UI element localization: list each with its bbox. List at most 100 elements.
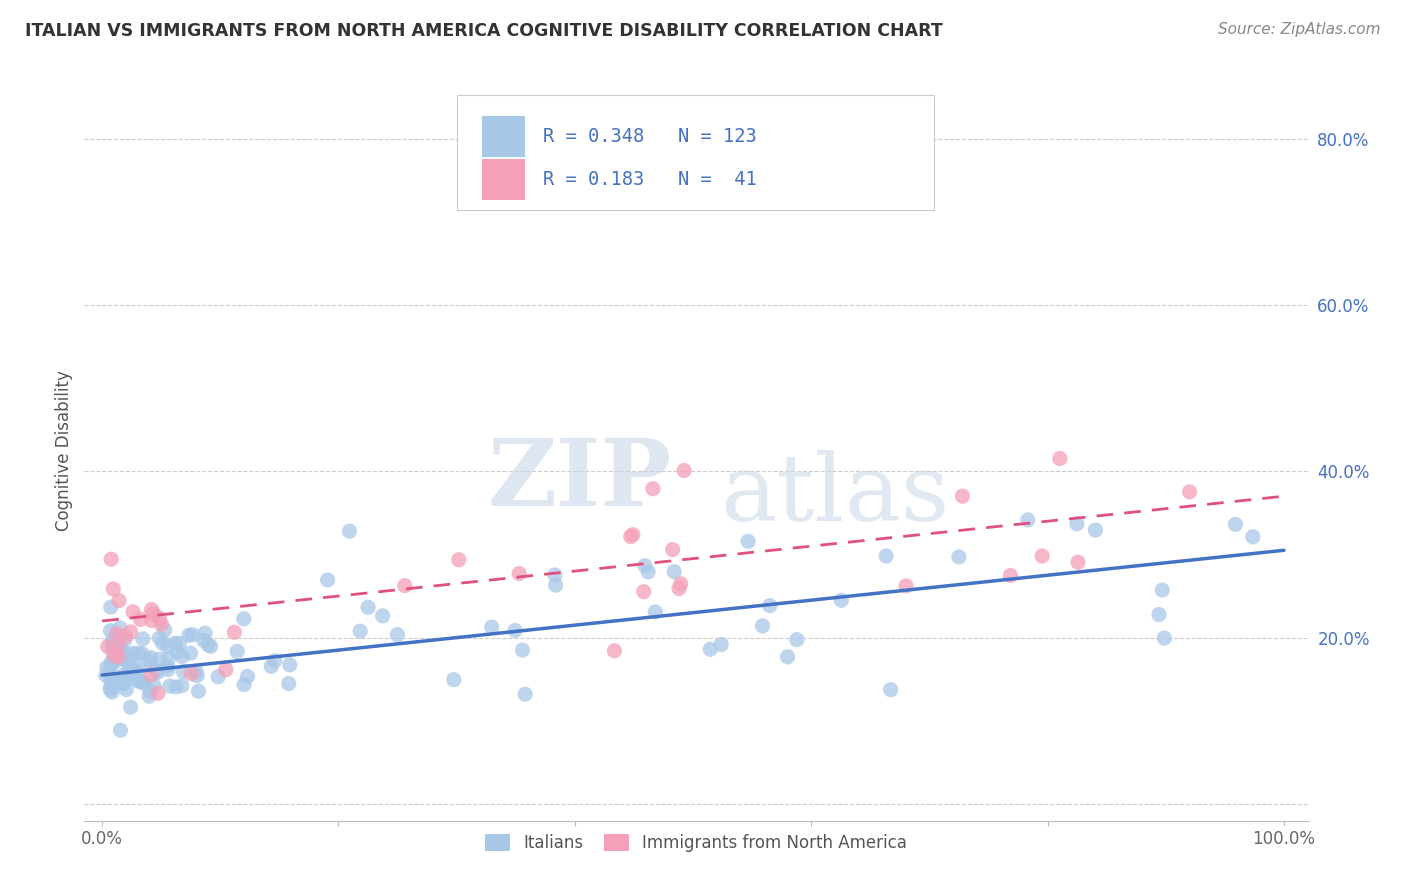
Point bbox=[277, 676, 299, 690]
Point bbox=[142, 607, 165, 621]
Point bbox=[1178, 484, 1201, 499]
Point bbox=[357, 600, 380, 615]
Point bbox=[387, 627, 409, 641]
Point bbox=[1241, 530, 1264, 544]
Point bbox=[668, 582, 690, 596]
Point bbox=[633, 584, 655, 599]
Point bbox=[1225, 517, 1247, 532]
Point bbox=[786, 632, 808, 647]
Point bbox=[100, 673, 122, 688]
Point bbox=[1147, 607, 1170, 622]
Point bbox=[118, 668, 141, 682]
Text: Source: ZipAtlas.com: Source: ZipAtlas.com bbox=[1218, 22, 1381, 37]
Point bbox=[122, 605, 145, 619]
Point bbox=[194, 626, 217, 640]
Point bbox=[751, 619, 773, 633]
Legend: Italians, Immigrants from North America: Italians, Immigrants from North America bbox=[477, 826, 915, 861]
Point bbox=[443, 673, 465, 687]
Point bbox=[232, 612, 254, 626]
Point bbox=[145, 664, 167, 678]
Point bbox=[233, 678, 256, 692]
Point bbox=[879, 682, 901, 697]
Point bbox=[1153, 631, 1175, 645]
Point bbox=[141, 602, 163, 616]
Point bbox=[103, 582, 125, 596]
Text: R = 0.183   N =  41: R = 0.183 N = 41 bbox=[543, 169, 756, 189]
Point bbox=[226, 644, 249, 658]
Point bbox=[263, 654, 285, 668]
Point bbox=[699, 642, 721, 657]
Point bbox=[139, 684, 162, 698]
Point bbox=[371, 608, 394, 623]
Point bbox=[148, 631, 170, 645]
Point bbox=[100, 624, 122, 638]
Point bbox=[224, 625, 246, 640]
Point bbox=[120, 700, 142, 714]
Point bbox=[150, 617, 173, 632]
Point bbox=[153, 623, 176, 637]
Point bbox=[316, 573, 339, 587]
Point bbox=[112, 667, 135, 681]
Point bbox=[181, 628, 204, 642]
Point bbox=[197, 638, 219, 652]
Point bbox=[127, 674, 149, 689]
Point bbox=[620, 529, 643, 543]
Point bbox=[830, 593, 852, 607]
Point bbox=[349, 624, 371, 639]
Point bbox=[115, 682, 138, 697]
Point bbox=[156, 658, 179, 673]
Point bbox=[1017, 513, 1039, 527]
Point bbox=[710, 638, 733, 652]
Point bbox=[139, 650, 162, 665]
Point bbox=[107, 634, 129, 648]
Point bbox=[97, 640, 120, 654]
Point bbox=[637, 565, 659, 579]
Point bbox=[260, 659, 283, 673]
Point bbox=[215, 663, 238, 677]
Point bbox=[100, 658, 122, 673]
Point bbox=[394, 579, 416, 593]
Point bbox=[661, 542, 683, 557]
Point bbox=[166, 645, 188, 659]
Point bbox=[634, 558, 657, 573]
Point bbox=[114, 629, 136, 643]
Point bbox=[100, 682, 122, 697]
Point bbox=[107, 639, 129, 653]
Point bbox=[100, 655, 122, 669]
Point bbox=[112, 677, 135, 691]
Point bbox=[157, 663, 180, 677]
Point bbox=[139, 668, 162, 682]
Point bbox=[127, 646, 149, 660]
Point bbox=[110, 723, 132, 738]
Point bbox=[103, 648, 125, 663]
Point bbox=[621, 527, 644, 541]
Point bbox=[100, 552, 122, 566]
Point bbox=[236, 669, 259, 683]
Point bbox=[94, 668, 117, 682]
Point bbox=[1066, 516, 1088, 531]
Point bbox=[603, 644, 626, 658]
Point bbox=[143, 679, 166, 693]
Point bbox=[132, 675, 155, 690]
Text: R = 0.348   N = 123: R = 0.348 N = 123 bbox=[543, 127, 756, 146]
Text: atlas: atlas bbox=[720, 450, 949, 540]
Point bbox=[101, 670, 124, 684]
Point bbox=[105, 654, 128, 668]
Point bbox=[117, 664, 139, 678]
Point bbox=[146, 665, 169, 680]
Point bbox=[159, 679, 181, 693]
Point bbox=[148, 611, 170, 625]
Point bbox=[664, 565, 686, 579]
Point bbox=[121, 646, 143, 660]
Point bbox=[513, 687, 536, 701]
FancyBboxPatch shape bbox=[482, 116, 524, 157]
Point bbox=[148, 652, 170, 666]
Point bbox=[669, 576, 692, 591]
Point bbox=[117, 651, 139, 665]
Point bbox=[200, 640, 222, 654]
Point bbox=[512, 643, 534, 657]
Point bbox=[108, 593, 131, 607]
FancyBboxPatch shape bbox=[457, 95, 935, 210]
Point bbox=[132, 632, 155, 646]
Point bbox=[180, 666, 202, 681]
